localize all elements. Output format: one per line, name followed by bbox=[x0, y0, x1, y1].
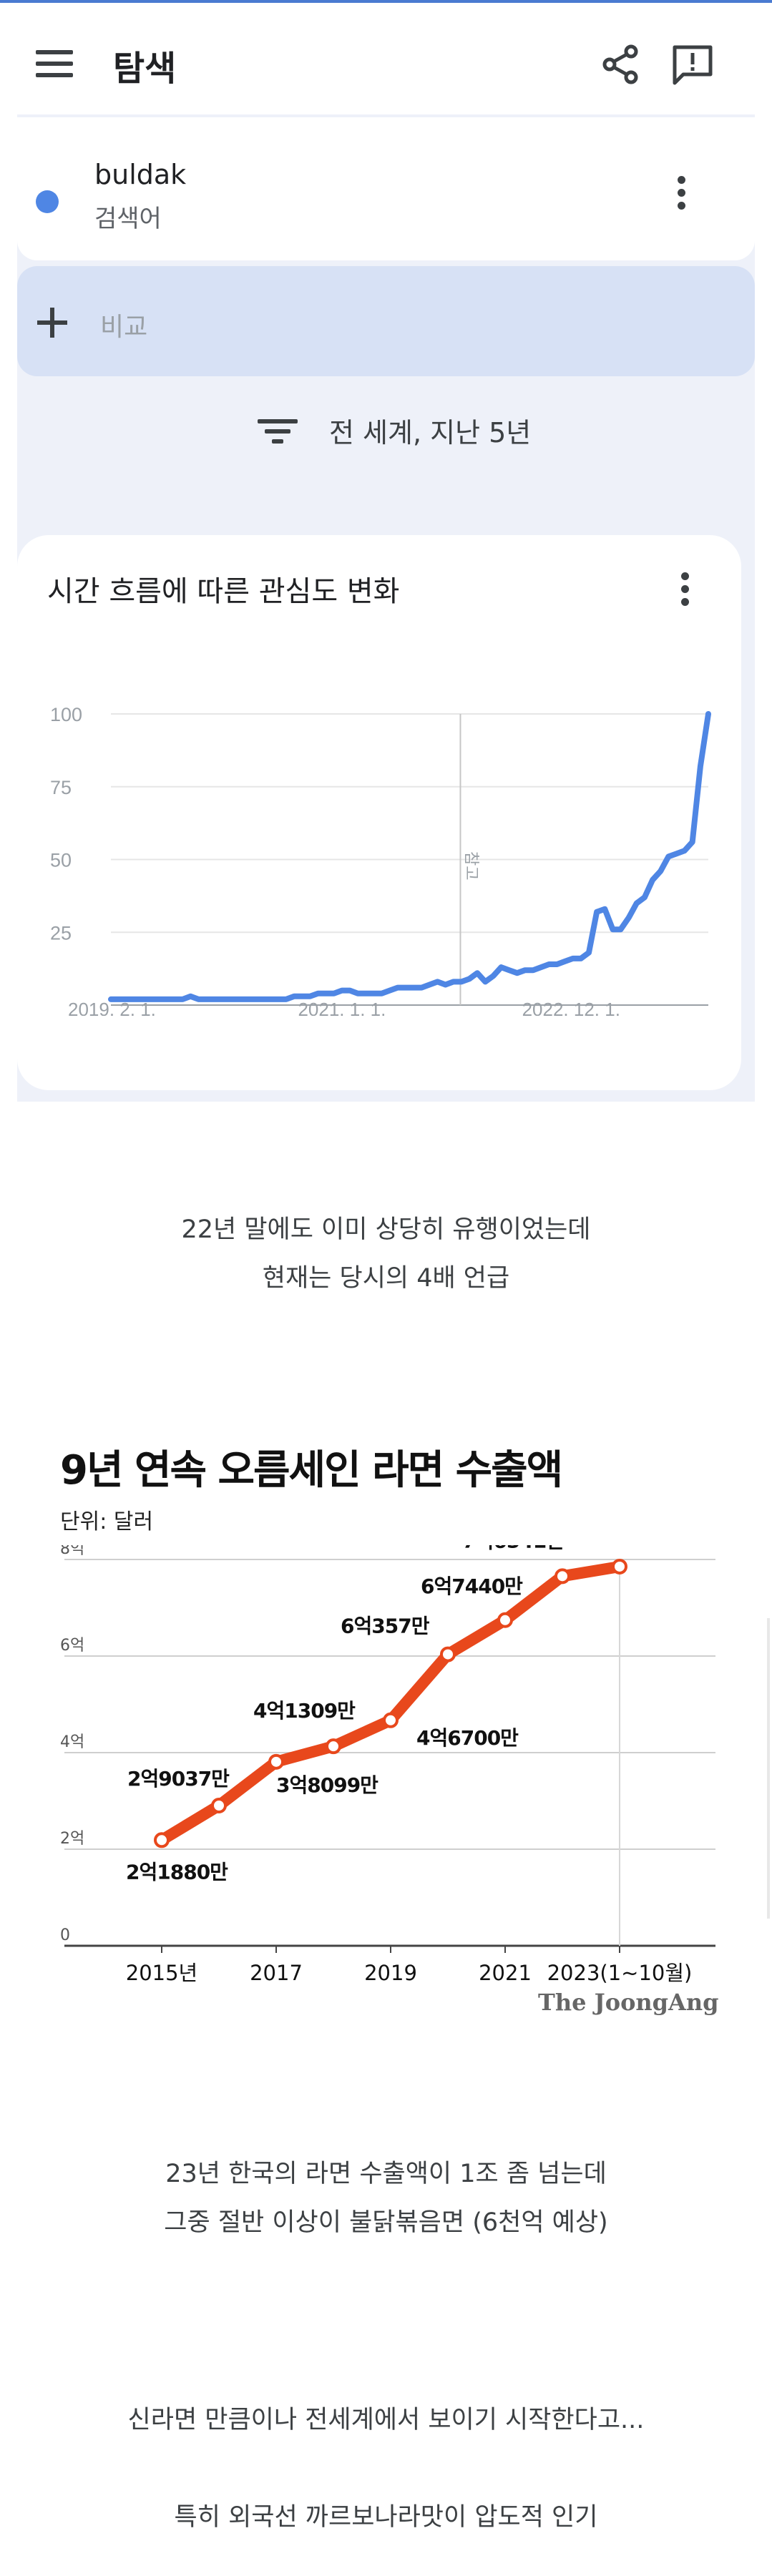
filter-label[interactable]: 전 세계, 지난 5년 bbox=[329, 417, 532, 449]
caption-2-line-2: 그중 절반 이상이 불닭볶음면 (6천억 예상) bbox=[164, 2208, 608, 2237]
caption-1-line-1: 22년 말에도 이미 상당히 유행이었는데 bbox=[181, 1215, 591, 1244]
export-chart-unit: 단위: 달러 bbox=[60, 1509, 154, 1534]
filter-icon[interactable] bbox=[258, 415, 298, 446]
export-point bbox=[211, 1798, 227, 1814]
caption-2-line-1: 23년 한국의 라면 수출액이 1조 좀 넘는데 bbox=[165, 2160, 607, 2188]
annotation-label: 참고 bbox=[461, 851, 479, 880]
term-more-icon[interactable] bbox=[678, 176, 686, 210]
x-tick-label: 2019 bbox=[364, 1961, 417, 1985]
y-tick-label: 6억 bbox=[60, 1637, 84, 1655]
app-bar: 탐색 bbox=[0, 3, 772, 110]
caption-3-line-1: 신라면 만큼이나 전세계에서 보이기 시작한다고... bbox=[127, 2406, 645, 2434]
y-tick-label: 75 bbox=[50, 777, 72, 798]
chart-more-icon[interactable] bbox=[681, 572, 690, 607]
export-point bbox=[326, 1738, 341, 1755]
feedback-icon[interactable] bbox=[670, 43, 715, 87]
source-logo: The JoongAng bbox=[538, 1989, 719, 2016]
data-label: 2억1880만 bbox=[126, 1860, 228, 1884]
x-tick-label: 2021. 1. 1. bbox=[298, 999, 386, 1016]
menu-icon[interactable] bbox=[36, 50, 73, 79]
compare-label: 비교 bbox=[100, 313, 148, 342]
data-label: 4억1309만 bbox=[253, 1699, 356, 1723]
term-color-dot bbox=[36, 190, 59, 213]
export-point bbox=[268, 1753, 284, 1770]
data-label: 3억8099만 bbox=[276, 1773, 378, 1797]
search-term-card[interactable] bbox=[17, 117, 755, 260]
search-term-name[interactable]: buldak bbox=[94, 159, 187, 190]
data-label: 2억9037만 bbox=[127, 1767, 230, 1791]
data-label: 4억6700만 bbox=[416, 1726, 519, 1750]
export-chart: 8억 6억 4억 2억 0 2억1880만 2억9037만 3억8099만 4억1309만 4억6… bbox=[60, 1545, 715, 1985]
y-tick-label: 4억 bbox=[60, 1733, 84, 1751]
data-label: 7억6541만 bbox=[462, 1545, 565, 1552]
data-label: 6억357만 bbox=[341, 1615, 430, 1638]
export-series-line bbox=[156, 1561, 625, 1846]
export-point bbox=[440, 1646, 456, 1662]
page-title: 탐색 bbox=[113, 49, 177, 89]
export-chart-title: 9년 연속 오름세인 라면 수출액 bbox=[60, 1447, 563, 1494]
export-point bbox=[497, 1612, 513, 1628]
data-label: 6억7440만 bbox=[421, 1575, 523, 1598]
y-tick-label: 100 bbox=[50, 704, 82, 725]
export-point bbox=[612, 1558, 627, 1575]
x-tick-label: 2015년 bbox=[126, 1961, 197, 1985]
caption-4-line-1: 특히 외국선 까르보나라맛이 압도적 인기 bbox=[174, 2503, 598, 2532]
x-tick-label: 2023(1~10월) bbox=[547, 1961, 693, 1985]
plus-icon bbox=[37, 308, 67, 338]
x-tick-label: 2021 bbox=[479, 1961, 532, 1985]
export-point bbox=[154, 1832, 170, 1848]
top-accent-line bbox=[0, 0, 772, 3]
search-term-type: 검색어 bbox=[94, 205, 162, 233]
x-tick-label: 2017 bbox=[250, 1961, 303, 1985]
x-tick-label: 2022. 12. 1. bbox=[522, 999, 620, 1016]
scroll-indicator bbox=[767, 1618, 770, 1919]
y-tick-label: 2억 bbox=[60, 1830, 84, 1848]
y-tick-label: 50 bbox=[50, 850, 72, 871]
export-point bbox=[383, 1712, 399, 1728]
interest-series-line bbox=[108, 711, 711, 1002]
y-tick-label: 0 bbox=[60, 1926, 70, 1944]
y-tick-label: 25 bbox=[50, 922, 72, 944]
share-icon[interactable] bbox=[600, 43, 642, 86]
y-tick-label: 8억 bbox=[60, 1545, 84, 1558]
chart-card-title: 시간 흐름에 따른 관심도 변화 bbox=[47, 575, 400, 608]
export-point bbox=[554, 1568, 570, 1585]
compare-button[interactable] bbox=[17, 266, 755, 376]
caption-1-line-2: 현재는 당시의 4배 언급 bbox=[262, 1264, 510, 1293]
